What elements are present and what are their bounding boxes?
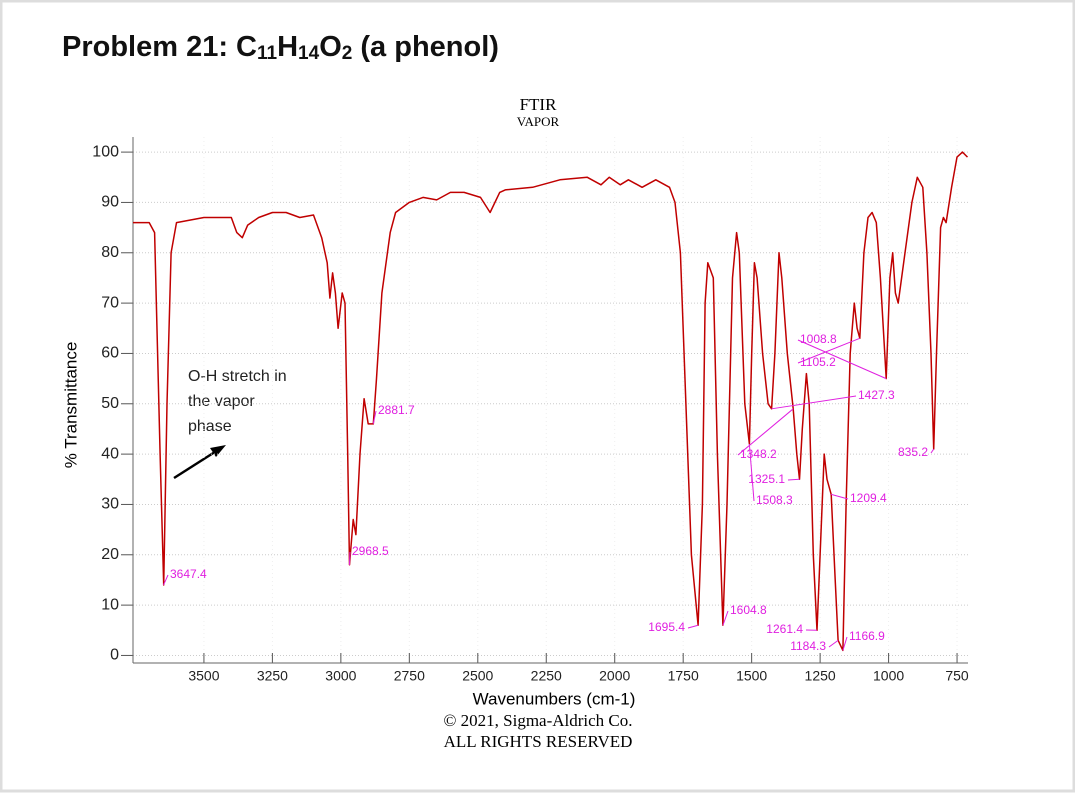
peak-label: 1695.4	[648, 620, 685, 634]
peak-label: 1348.2	[740, 447, 777, 461]
x-tick-label: 1000	[873, 668, 904, 684]
peak-leader	[687, 624, 699, 629]
spectrum-line	[133, 151, 969, 652]
peak-leader	[787, 478, 800, 481]
peak-leader	[771, 395, 857, 410]
annotation: the vapor	[188, 393, 255, 410]
x-tick-label: 2250	[531, 668, 562, 684]
peak-label: 2968.5	[352, 544, 389, 558]
peak-leader	[737, 408, 794, 456]
x-axis-label: Wavenumbers (cm-1)	[473, 689, 636, 708]
peak-leader	[797, 337, 860, 364]
y-tick-label: 100	[92, 143, 119, 160]
x-tick-label: 2000	[599, 668, 630, 684]
peak-label: 1508.3	[756, 493, 793, 507]
subtitle: FTIR	[520, 95, 558, 114]
footer: © 2021, Sigma-Aldrich Co.	[443, 711, 632, 730]
y-tick-label: 30	[101, 496, 119, 513]
peak-label: 1261.4	[766, 622, 803, 636]
y-tick-label: 60	[101, 345, 119, 362]
x-tick-label: 1750	[668, 668, 699, 684]
peak-label: 1209.4	[850, 491, 887, 505]
y-tick-label: 90	[101, 194, 119, 211]
y-tick-label: 70	[101, 294, 119, 311]
x-tick-label: 3000	[325, 668, 356, 684]
x-tick-label: 1250	[805, 668, 836, 684]
y-tick-label: 0	[110, 647, 119, 664]
x-tick-label: 3250	[257, 668, 288, 684]
subtitle: VAPOR	[517, 114, 560, 129]
x-tick-label: 2500	[462, 668, 493, 684]
y-axis-label: % Transmittance	[61, 342, 80, 469]
x-tick-label: 3500	[188, 668, 219, 684]
peak-label: 2881.7	[378, 403, 415, 417]
title: Problem 21: C11H14O2 (a phenol)	[62, 31, 499, 64]
peak-leader	[930, 448, 935, 454]
annotation: O-H stretch in	[188, 368, 287, 385]
peak-label: 3647.4	[170, 567, 207, 581]
y-tick-label: 80	[101, 244, 119, 261]
peak-label: 1105.2	[800, 355, 836, 369]
y-tick-label: 20	[101, 546, 119, 563]
x-tick-label: 750	[945, 668, 969, 684]
peak-label: 1008.8	[800, 332, 837, 346]
peak-leader	[797, 339, 887, 380]
y-tick-label: 50	[101, 395, 119, 412]
peak-label: 1325.1	[748, 472, 785, 486]
footer: ALL RIGHTS RESERVED	[444, 732, 633, 751]
y-tick-label: 10	[101, 596, 119, 613]
x-tick-label: 1500	[736, 668, 767, 684]
annotation: phase	[188, 418, 232, 435]
peak-leader	[348, 551, 351, 565]
peak-leader	[831, 493, 849, 500]
peak-leader	[748, 444, 755, 502]
peak-label: 1184.3	[790, 639, 826, 653]
peak-label: 1166.9	[849, 629, 885, 643]
peak-label: 835.2	[898, 445, 928, 459]
peak-leader	[372, 410, 377, 425]
peak-label: 1427.3	[858, 388, 895, 402]
peak-leader	[842, 636, 848, 651]
peak-leader	[163, 574, 169, 586]
x-tick-label: 2750	[394, 668, 425, 684]
peak-label: 1604.8	[730, 603, 767, 617]
y-tick-label: 40	[101, 445, 119, 462]
peak-leader	[828, 639, 839, 648]
peak-leader	[722, 610, 729, 626]
